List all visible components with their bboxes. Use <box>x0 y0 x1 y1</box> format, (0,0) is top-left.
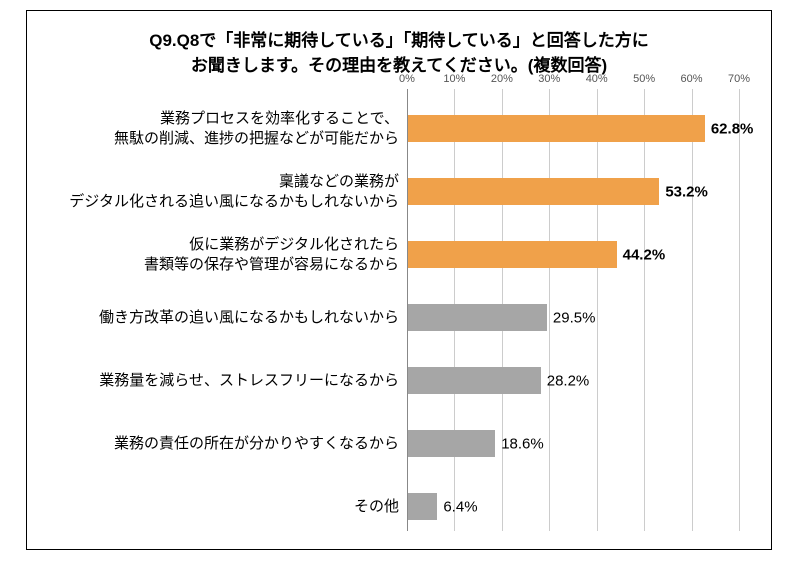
category-label: 業務プロセスを効率化することで、 無駄の削減、進捗の把握などが可能だから <box>114 108 399 149</box>
category-label: 業務の責任の所在が分かりやすくなるから <box>114 433 399 453</box>
bar-row: 18.6% <box>407 430 739 457</box>
chart-plot-area: 0%10%20%30%40%50%60%70% 62.8%53.2%44.2%2… <box>407 89 739 531</box>
bar: 53.2% <box>407 178 659 205</box>
bar-value-label: 29.5% <box>547 309 596 326</box>
category-label: その他 <box>354 496 399 516</box>
chart-title: Q9.Q8で「非常に期待している」「期待している」と回答した方に お聞きします。… <box>27 29 771 78</box>
bar: 18.6% <box>407 430 495 457</box>
bar-value-label: 62.8% <box>705 120 754 137</box>
bar: 44.2% <box>407 241 617 268</box>
bar: 6.4% <box>407 493 437 520</box>
bar-row: 28.2% <box>407 367 739 394</box>
category-label: 仮に業務がデジタル化されたら 書類等の保存や管理が容易になるから <box>144 234 399 275</box>
x-axis-tick-label: 10% <box>443 73 465 85</box>
bar-value-label: 28.2% <box>541 372 590 389</box>
x-axis-tick-label: 50% <box>633 73 655 85</box>
x-axis-tick-label: 60% <box>681 73 703 85</box>
chart-frame: Q9.Q8で「非常に期待している」「期待している」と回答した方に お聞きします。… <box>26 10 772 550</box>
bar-row: 29.5% <box>407 304 739 331</box>
category-label: 稟議などの業務が デジタル化される追い風になるかもしれないから <box>69 171 399 212</box>
bar-value-label: 53.2% <box>659 183 708 200</box>
gridline <box>739 89 740 531</box>
bar: 62.8% <box>407 115 705 142</box>
category-label: 働き方改革の追い風になるかもしれないから <box>99 307 399 327</box>
x-axis-tick-label: 30% <box>538 73 560 85</box>
bar-value-label: 44.2% <box>617 246 666 263</box>
bar-row: 62.8% <box>407 115 739 142</box>
bar: 29.5% <box>407 304 547 331</box>
x-axis-tick-label: 70% <box>728 73 750 85</box>
bar-value-label: 18.6% <box>495 435 544 452</box>
x-axis-tick-label: 0% <box>399 73 415 85</box>
chart-bars: 62.8% 53.2% 44.2% 29.5% 28.2% 18.6% 6.4% <box>407 89 739 531</box>
x-axis-tick-label: 20% <box>491 73 513 85</box>
bar-row: 53.2% <box>407 178 739 205</box>
bar-row: 6.4% <box>407 493 739 520</box>
bar-value-label: 6.4% <box>437 498 477 515</box>
chart-title-line1: Q9.Q8で「非常に期待している」「期待している」と回答した方に <box>27 29 771 54</box>
bar-row: 44.2% <box>407 241 739 268</box>
y-axis-line <box>407 89 408 531</box>
category-label: 業務量を減らせ、ストレスフリーになるから <box>99 370 399 390</box>
category-labels-area: 業務プロセスを効率化することで、 無駄の削減、進捗の把握などが可能だから稟議など… <box>27 89 407 531</box>
x-axis-tick-label: 40% <box>586 73 608 85</box>
bar: 28.2% <box>407 367 541 394</box>
